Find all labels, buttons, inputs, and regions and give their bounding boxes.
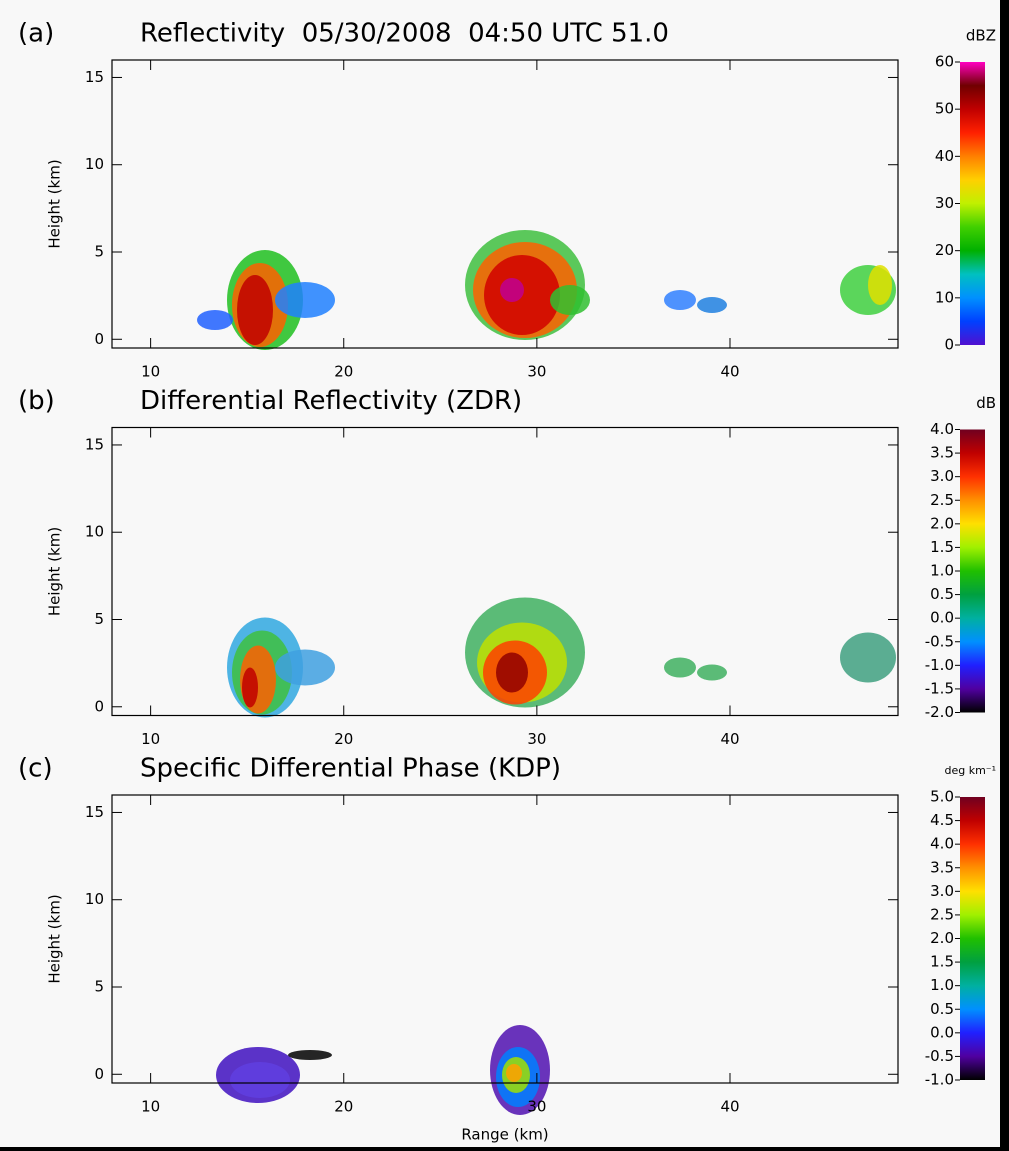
- x-tick-label: 20: [334, 730, 353, 748]
- x-tick-label: 40: [720, 1098, 739, 1116]
- y-tick-label: 15: [85, 435, 104, 453]
- colorbar: [960, 797, 985, 1080]
- colorbar-tick-label: 1.0: [930, 976, 954, 994]
- colorbar-tick-label: 4.0: [930, 420, 954, 438]
- colorbar-tick-label: 20: [935, 241, 954, 259]
- x-tick-label: 30: [527, 363, 546, 381]
- echo: [230, 1062, 290, 1098]
- colorbar-label: dB: [976, 394, 996, 412]
- colorbar: [960, 429, 985, 713]
- colorbar-tick-label: 1.0: [930, 562, 954, 580]
- panel-label: (b): [18, 386, 55, 416]
- plot-frame: [111, 426, 899, 717]
- colorbar-tick-label: -2.0: [925, 703, 954, 721]
- colorbar-tick-label: 0.5: [930, 585, 954, 603]
- panel-title: Reflectivity 05/30/2008 04:50 UTC 51.0: [140, 19, 669, 49]
- colorbar-tick-label: 3.0: [930, 882, 954, 900]
- colorbar-tick-label: 40: [935, 147, 954, 165]
- x-tick-label: 10: [141, 730, 160, 748]
- y-tick-label: 5: [94, 610, 104, 628]
- x-tick-label: 10: [141, 1098, 160, 1116]
- colorbar-label: dBZ: [966, 27, 996, 45]
- plot-frame: [111, 794, 899, 1084]
- echo: [664, 290, 696, 310]
- y-tick-label: 0: [94, 1065, 104, 1083]
- colorbar-tick-label: 3.5: [930, 444, 954, 462]
- x-tick-label: 20: [334, 363, 353, 381]
- colorbar-tick-label: 2.0: [930, 514, 954, 532]
- echo: [288, 1050, 332, 1060]
- panel-title: Specific Differential Phase (KDP): [140, 754, 561, 784]
- colorbar-tick-label: -0.5: [925, 632, 954, 650]
- colorbar-tick-label: 5.0: [930, 788, 954, 806]
- echo: [868, 265, 892, 305]
- colorbar-tick-label: -1.5: [925, 679, 954, 697]
- colorbar-tick-label: 2.5: [930, 491, 954, 509]
- colorbar-tick-label: 4.5: [930, 811, 954, 829]
- colorbar-tick-label: 60: [935, 53, 954, 71]
- echo: [500, 278, 524, 302]
- y-tick-label: 15: [85, 68, 104, 86]
- plot-frame: [111, 59, 899, 349]
- y-tick-label: 5: [94, 243, 104, 261]
- colorbar-tick-label: -1.0: [925, 1071, 954, 1089]
- x-tick-label: 10: [141, 363, 160, 381]
- colorbar-tick-label: 10: [935, 288, 954, 306]
- panel-label: (a): [18, 19, 54, 49]
- y-tick-label: 0: [94, 330, 104, 348]
- colorbar-tick-label: 0.0: [930, 1023, 954, 1041]
- echo: [275, 282, 335, 318]
- colorbar-tick-label: 4.0: [930, 835, 954, 853]
- y-tick-label: 10: [85, 523, 104, 541]
- echo: [550, 285, 590, 315]
- echo: [840, 632, 896, 683]
- y-tick-label: 0: [94, 697, 104, 715]
- y-axis-label: Height (km): [46, 159, 64, 248]
- colorbar-tick-label: 0.5: [930, 1000, 954, 1018]
- colorbar-tick-label: 0.0: [930, 609, 954, 627]
- y-tick-label: 15: [85, 803, 104, 821]
- x-tick-label: 40: [720, 730, 739, 748]
- colorbar-tick-label: -0.5: [925, 1047, 954, 1065]
- echo: [275, 649, 335, 686]
- echo: [664, 657, 696, 678]
- y-axis-label: Height (km): [46, 894, 64, 983]
- y-tick-label: 10: [85, 890, 104, 908]
- colorbar-tick-label: 30: [935, 194, 954, 212]
- colorbar-tick-label: 3.5: [930, 858, 954, 876]
- x-axis-label: Range (km): [461, 1126, 548, 1144]
- colorbar-tick-label: 1.5: [930, 953, 954, 971]
- colorbar-tick-label: 50: [935, 100, 954, 118]
- colorbar-tick-label: 0: [944, 336, 954, 354]
- colorbar-tick-label: 2.5: [930, 905, 954, 923]
- colorbar-tick-label: 3.0: [930, 467, 954, 485]
- echo: [242, 667, 258, 708]
- colorbar-tick-label: 1.5: [930, 538, 954, 556]
- panel-label: (c): [18, 754, 53, 784]
- panel-title: Differential Reflectivity (ZDR): [140, 386, 522, 416]
- x-tick-label: 40: [720, 363, 739, 381]
- echo: [697, 297, 727, 313]
- colorbar-tick-label: 2.0: [930, 929, 954, 947]
- echo: [237, 275, 273, 345]
- x-tick-label: 20: [334, 1098, 353, 1116]
- y-tick-label: 5: [94, 978, 104, 996]
- y-tick-label: 10: [85, 155, 104, 173]
- echo: [506, 1064, 522, 1082]
- colorbar: [960, 62, 985, 345]
- echo: [496, 652, 528, 693]
- colorbar-tick-label: -1.0: [925, 656, 954, 674]
- echo: [697, 664, 727, 681]
- x-tick-label: 30: [527, 730, 546, 748]
- echo: [197, 310, 233, 330]
- y-axis-label: Height (km): [46, 527, 64, 616]
- colorbar-label: deg km⁻¹: [944, 764, 996, 777]
- x-tick-label: 30: [527, 1098, 546, 1116]
